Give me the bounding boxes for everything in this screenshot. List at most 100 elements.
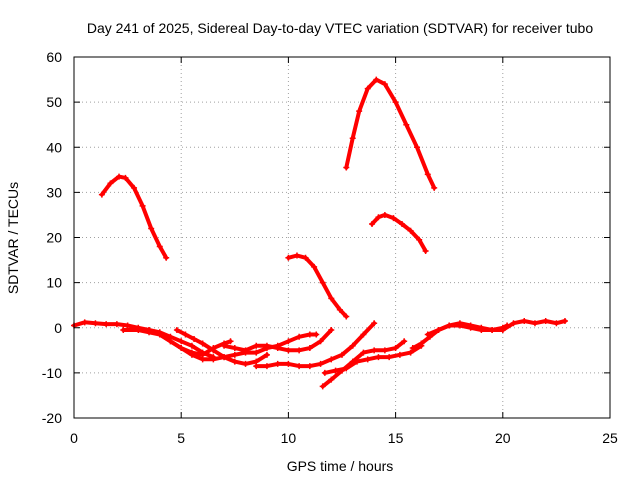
data-point-arc-10 <box>349 342 356 349</box>
series-arc-12 <box>322 343 424 375</box>
data-point-arc-7 <box>199 356 206 363</box>
y-axis-label: SDTVAR / TECUs <box>5 182 21 294</box>
data-point-arc-5 <box>113 321 120 328</box>
data-point-arc-13 <box>409 345 416 352</box>
data-point-arc-4 <box>390 215 397 222</box>
x-tick-label: 0 <box>70 430 78 446</box>
axis-ticks: 0 5 10 15 20 25 -20 -10 0 10 20 30 40 50 60 <box>42 49 618 446</box>
data-point-arc-3 <box>414 144 421 151</box>
data-point-arc-1 <box>107 180 114 187</box>
data-point-arc-10 <box>274 360 281 367</box>
data-point-arc-11 <box>371 347 378 354</box>
data-point-arc-11 <box>328 376 335 383</box>
data-point-arc-9 <box>306 345 313 352</box>
data-point-arc-1 <box>163 254 170 261</box>
data-point-arc-1 <box>98 191 105 198</box>
data-point-arc-14 <box>561 317 568 324</box>
data-point-arc-7 <box>178 345 185 352</box>
data-point-arc-8 <box>182 331 189 338</box>
data-point-arc-12 <box>386 354 393 361</box>
data-point-arc-12 <box>375 354 382 361</box>
data-point-arc-5 <box>103 321 110 328</box>
data-point-arc-9 <box>274 345 281 352</box>
data-point-arc-14 <box>510 320 517 327</box>
data-point-arc-4 <box>416 236 423 243</box>
data-point-arc-8 <box>242 360 249 367</box>
data-point-arc-4 <box>369 220 376 227</box>
data-point-arc-9 <box>285 347 292 354</box>
data-point-arc-8 <box>173 327 180 334</box>
data-point-arc-3 <box>364 85 371 92</box>
data-point-arc-8 <box>191 336 198 343</box>
data-point-arc-9 <box>263 342 270 349</box>
data-point-arc-13 <box>418 340 425 347</box>
data-point-arc-5 <box>178 338 185 345</box>
data-point-arc-8 <box>263 351 270 358</box>
data-point-arc-3 <box>343 164 350 171</box>
data-point-arc-7 <box>167 338 174 345</box>
data-point-arc-9 <box>328 327 335 334</box>
data-point-arc-6 <box>120 327 127 334</box>
data-point-arc-12 <box>354 358 361 365</box>
data-point-arc-12 <box>407 349 414 356</box>
data-point-arc-9 <box>231 345 238 352</box>
data-point-arc-3 <box>392 99 399 106</box>
data-point-arc-14 <box>467 324 474 331</box>
x-tick-label: 10 <box>281 430 297 446</box>
data-point-arc-9 <box>253 342 260 349</box>
data-point-arc-3 <box>381 81 388 88</box>
data-point-arc-11 <box>319 383 326 390</box>
data-point-arc-9 <box>296 347 303 354</box>
data-point-arc-3 <box>431 184 438 191</box>
data-point-arc-2 <box>285 254 292 261</box>
data-point-arc-10 <box>263 363 270 370</box>
data-point-arc-14 <box>446 322 453 329</box>
data-point-arc-10 <box>360 331 367 338</box>
data-point-arc-14 <box>553 320 560 327</box>
x-tick-label: 25 <box>602 430 618 446</box>
data-point-arc-5 <box>92 320 99 327</box>
data-point-arc-1 <box>116 173 123 180</box>
data-point-arc-10 <box>285 360 292 367</box>
y-tick-label: 40 <box>46 139 62 155</box>
y-tick-label: 50 <box>46 94 62 110</box>
x-tick-label: 15 <box>388 430 404 446</box>
data-point-arc-8 <box>221 354 228 361</box>
data-point-arc-2 <box>343 313 350 320</box>
data-point-arc-2 <box>302 254 309 261</box>
x-axis-label: GPS time / hours <box>287 458 394 474</box>
data-point-arc-5 <box>81 319 88 326</box>
data-point-arc-6 <box>135 327 142 334</box>
data-point-arc-10 <box>328 356 335 363</box>
data-point-arc-8 <box>210 347 217 354</box>
data-point-arc-14 <box>478 327 485 334</box>
data-point-arc-7 <box>231 351 238 358</box>
y-tick-label: 20 <box>46 230 62 246</box>
data-point-arc-12 <box>364 356 371 363</box>
data-point-arc-2 <box>311 263 318 270</box>
data-point-arc-10 <box>339 351 345 358</box>
data-point-arc-10 <box>306 363 313 370</box>
data-point-arc-2 <box>336 306 343 313</box>
data-point-arc-4 <box>422 248 429 255</box>
data-point-arc-14 <box>499 327 506 334</box>
data-point-arc-4 <box>407 227 414 234</box>
data-point-arc-1 <box>148 225 155 232</box>
data-point-arc-4 <box>375 214 382 221</box>
data-point-arc-1 <box>156 243 163 250</box>
data-point-arc-1 <box>139 202 146 209</box>
data-point-arc-12 <box>396 351 403 358</box>
data-point-arc-7 <box>210 356 217 363</box>
data-point-arc-3 <box>373 76 380 83</box>
data-point-arc-1 <box>122 174 129 181</box>
data-point-arc-11 <box>381 347 388 354</box>
data-point-arc-1 <box>131 184 138 191</box>
series-arc-8 <box>174 328 269 366</box>
data-point-arc-8 <box>199 340 206 347</box>
data-point-arc-4 <box>381 211 388 218</box>
data-point-arc-12 <box>343 365 350 372</box>
y-tick-label: 30 <box>46 184 62 200</box>
data-point-arc-7 <box>296 333 303 340</box>
